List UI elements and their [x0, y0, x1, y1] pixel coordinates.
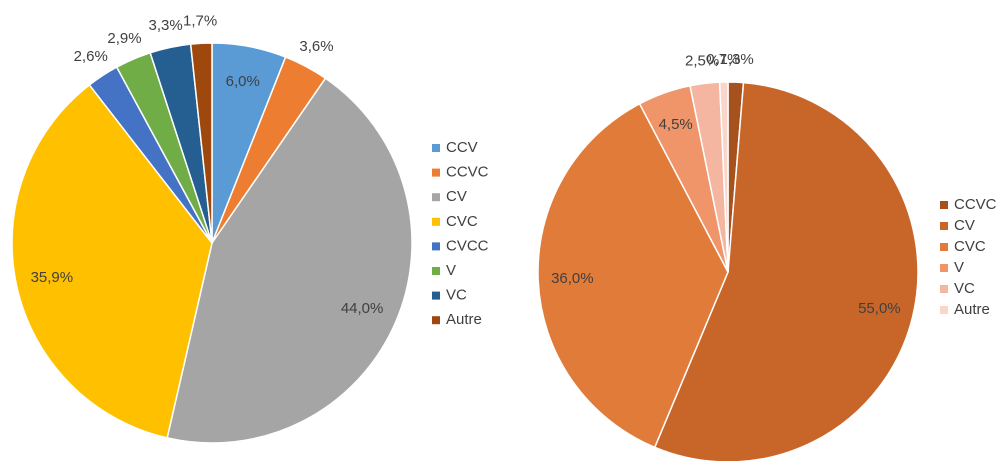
legend-swatch	[432, 267, 440, 275]
legend-swatch	[432, 144, 440, 152]
legend-label: CVC	[446, 213, 478, 230]
pie-slice	[11, 83, 213, 439]
data-label: 55,0%	[858, 300, 901, 317]
data-label: 6,0%	[226, 73, 260, 90]
legend-label: CCVC	[446, 164, 489, 181]
pie-slice	[189, 42, 213, 244]
legend-swatch	[940, 285, 948, 293]
legend-swatch	[432, 316, 440, 325]
data-label: 2,9%	[107, 30, 141, 47]
data-label: 2,6%	[74, 48, 108, 65]
legend-label: V	[446, 262, 456, 279]
legend-swatch	[940, 222, 948, 230]
legend-label: CVCC	[446, 237, 489, 254]
data-label: 35,9%	[31, 269, 74, 286]
legend-swatch	[940, 306, 948, 314]
legend-label: VC	[446, 287, 467, 304]
data-label: 1,7%	[183, 12, 217, 29]
legend-label: CVC	[954, 238, 986, 255]
legend-swatch	[432, 193, 440, 202]
legend-label: CCVC	[954, 196, 997, 213]
data-label: 3,6%	[299, 38, 333, 55]
data-label: 3,3%	[149, 17, 183, 34]
legend-swatch	[432, 217, 440, 226]
legend-swatch	[432, 291, 440, 300]
pie-slice	[166, 77, 413, 444]
legend-swatch	[940, 201, 948, 209]
legend-label: CV	[446, 188, 467, 205]
pie-slice	[718, 81, 729, 273]
legend-label: V	[954, 259, 964, 276]
legend-label: CCV	[446, 139, 478, 156]
data-label: 2,5%	[685, 53, 719, 70]
data-label: 1,3%	[720, 51, 754, 68]
legend-swatch	[940, 264, 948, 272]
legend-swatch	[940, 243, 948, 251]
data-label: 0,7%	[706, 51, 740, 68]
data-label: 36,0%	[551, 270, 594, 287]
legend-swatch	[432, 168, 440, 177]
pie-slice	[537, 102, 729, 449]
data-label: 4,5%	[659, 116, 693, 133]
legend-label: Autre	[954, 301, 990, 318]
legend-swatch	[432, 242, 440, 251]
data-label: 44,0%	[341, 300, 384, 317]
legend-label: Autre	[446, 311, 482, 328]
legend-label: CV	[954, 217, 975, 234]
legend-label: VC	[954, 280, 975, 297]
